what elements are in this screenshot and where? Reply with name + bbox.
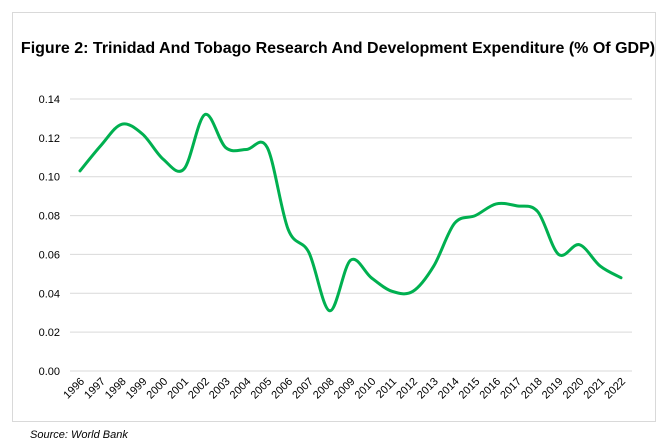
x-tick-label: 2018 [519,376,545,402]
x-tick-label: 2003 [207,376,233,402]
x-tick-label: 2006 [269,376,295,402]
y-tick-label: 0.12 [39,133,60,145]
x-tick-label: 2001 [165,376,191,402]
x-tick-label: 2016 [477,376,503,402]
x-tick-label: 1996 [61,376,87,402]
x-tick-label: 2017 [498,376,524,402]
y-tick-label: 0.08 [39,211,60,223]
chart-frame [12,12,656,422]
y-tick-label: 0.06 [39,249,60,261]
series-line [78,113,623,313]
x-tick-label: 2022 [602,376,628,402]
x-tick-label: 1997 [82,376,108,402]
x-tick-label: 1998 [103,376,129,402]
x-tick-label: 2009 [332,376,358,402]
x-tick-label: 2008 [311,376,337,402]
x-tick-label: 2000 [145,376,171,402]
y-tick-label: 0.00 [39,366,60,378]
x-tick-label: 2005 [249,376,275,402]
x-tick-label: 2010 [353,376,379,402]
y-tick-label: 0.14 [39,94,60,106]
y-tick-label: 0.02 [39,327,60,339]
x-tick-label: 2014 [436,376,462,402]
x-tick-label: 2002 [186,376,212,402]
chart-title: Figure 2: Trinidad And Tobago Research A… [20,40,656,57]
x-tick-label: 2021 [582,376,608,402]
x-tick-label: 2011 [374,376,399,401]
y-tick-label: 0.10 [39,172,60,184]
x-tick-label: 2020 [561,376,587,402]
y-tick-label: 0.04 [39,288,60,300]
x-tick-label: 2007 [290,376,316,402]
x-tick-label: 2013 [415,376,441,402]
x-tick-label: 2019 [540,376,566,402]
source-note: Source: World Bank [30,429,128,441]
x-tick-label: 1999 [124,376,150,402]
x-tick-label: 2004 [228,376,254,402]
x-tick-label: 2012 [394,376,420,402]
x-tick-label: 2015 [457,376,483,402]
